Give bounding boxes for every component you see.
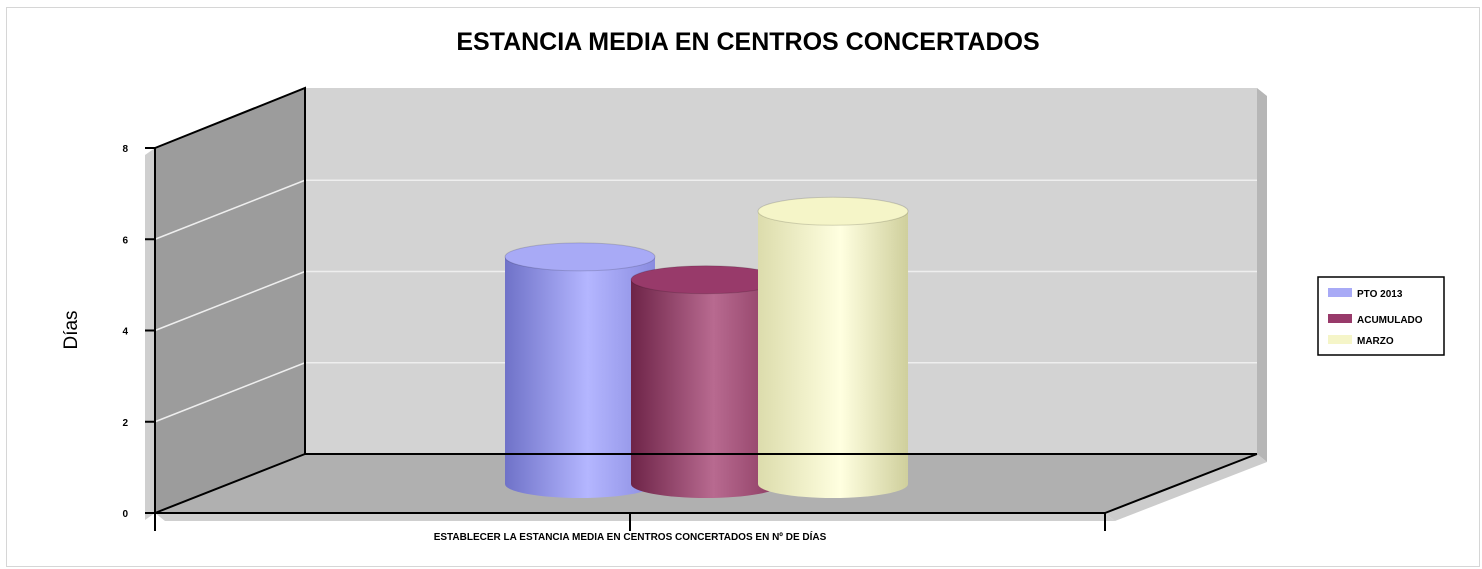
- bar-1: [504, 242, 656, 498]
- gridline-side: [154, 362, 306, 423]
- bar-top: [757, 196, 909, 226]
- chart-frame: [6, 7, 1480, 567]
- left-wall-edge: [145, 148, 155, 520]
- y-tick-label: 0: [122, 509, 128, 520]
- y-axis-label: Días: [61, 310, 82, 349]
- y-tick-label: 8: [122, 144, 128, 155]
- right-floor-line: [1104, 453, 1258, 514]
- legend-swatch: [1328, 288, 1352, 297]
- y-ticks: 0 2 4 6 8: [122, 144, 155, 520]
- legend-label: MARZO: [1357, 336, 1394, 347]
- bar-3: [757, 196, 909, 498]
- left-wall-outline: [154, 86, 306, 514]
- legend-swatch: [1328, 335, 1352, 344]
- y-tick-label: 4: [122, 327, 128, 338]
- floor-front-edge: [155, 513, 1115, 521]
- y-tick-label: 2: [122, 418, 128, 429]
- category-label: ESTABLECER LA ESTANCIA MEDIA EN CENTROS …: [434, 530, 827, 543]
- floor-edge: [1105, 454, 1267, 521]
- bar-body: [505, 256, 655, 498]
- legend-label: ACUMULADO: [1357, 315, 1423, 326]
- gridline-side: [154, 270, 306, 332]
- legend-swatch: [1328, 314, 1352, 323]
- legend-label: PTO 2013: [1357, 289, 1403, 300]
- back-wall-edge: [1257, 88, 1267, 462]
- chart-title: ESTANCIA MEDIA EN CENTROS CONCERTADOS: [456, 28, 1039, 56]
- bar-top: [504, 242, 656, 272]
- y-tick-label: 6: [122, 235, 128, 246]
- bar-body: [631, 279, 781, 498]
- legend: PTO 2013 ACUMULADO MARZO: [1328, 288, 1423, 347]
- gridline-side: [154, 179, 306, 240]
- bar-body: [758, 211, 908, 498]
- bars: [504, 196, 909, 498]
